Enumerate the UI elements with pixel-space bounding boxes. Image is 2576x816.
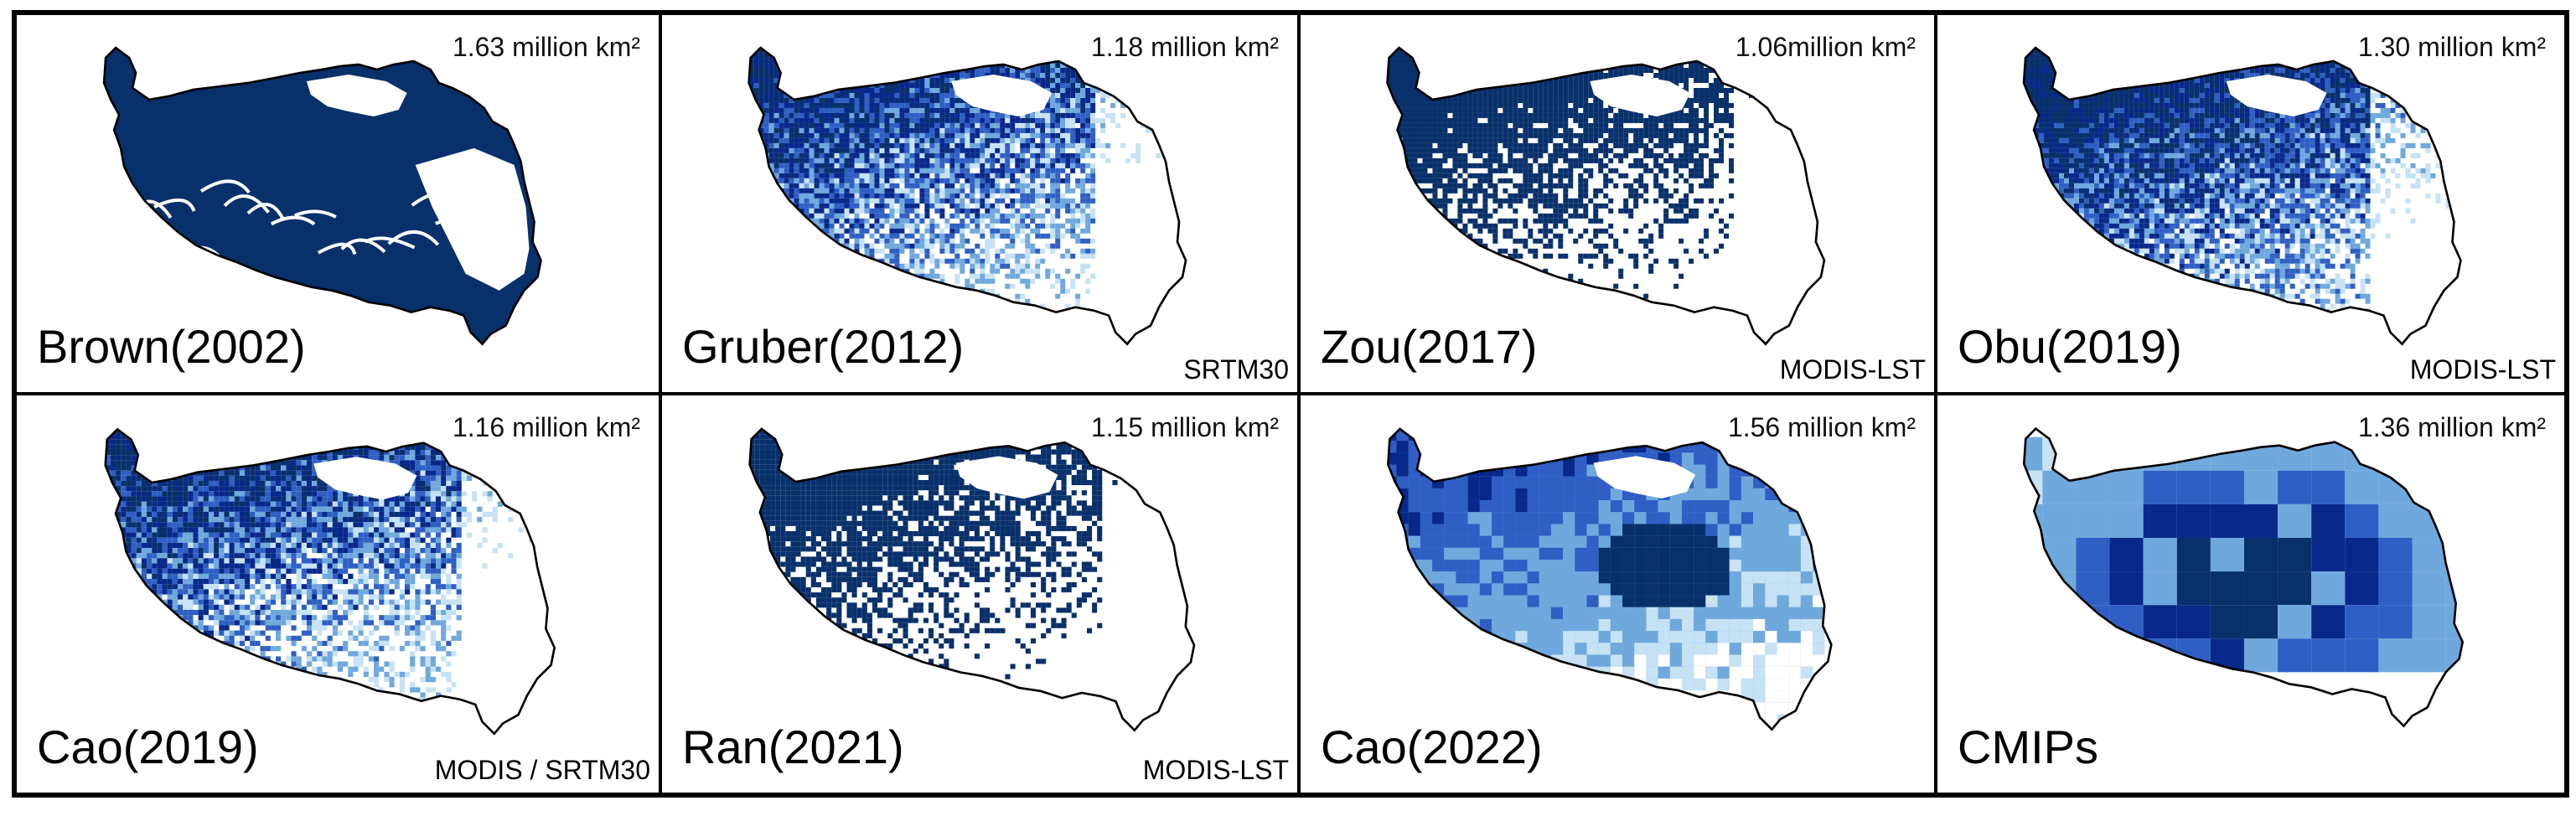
plateau-map-layer [104, 427, 556, 736]
permafrost-map [102, 46, 542, 346]
plateau-map-layer [748, 427, 1196, 732]
plateau-outline [2022, 426, 2465, 728]
panel-cao-2022: 1.56 million km² Cao(2022) [1299, 394, 1936, 794]
data-source-label: MODIS-LST [2409, 354, 2556, 385]
panel-obu-2019: 1.30 million km² Obu(2019) MODIS-LST [1936, 13, 2566, 394]
data-source-label: MODIS-LST [1779, 354, 1926, 385]
permafrost-area-label: 1.06million km² [1735, 32, 1916, 62]
plateau-outline [1386, 46, 1826, 346]
permafrost-map [104, 427, 556, 736]
plateau-outline [2022, 46, 2462, 346]
plateau-map-layer [2022, 46, 2462, 346]
dataset-name-label: Brown(2002) [37, 320, 306, 373]
panel-zou-2017: 1.06million km² Zou(2017) MODIS-LST [1299, 13, 1936, 394]
permafrost-area-label: 1.36 million km² [2357, 412, 2546, 442]
plateau-outline [747, 46, 1187, 346]
panel-gruber-2012: 1.18 million km² Gruber(2012) SRTM30 [660, 13, 1299, 394]
dataset-name-label: Ran(2021) [682, 720, 904, 773]
permafrost-map [1387, 427, 1833, 731]
dataset-name-label: CMIPs [1958, 720, 2098, 773]
permafrost-map [747, 46, 1187, 346]
permafrost-area-label: 1.30 million km² [2357, 32, 2546, 62]
plateau-outline [102, 46, 542, 346]
plateau-map-layer [2022, 426, 2465, 728]
data-source-label: SRTM30 [1183, 354, 1289, 385]
plateau-outline [104, 427, 556, 736]
permafrost-map [2022, 426, 2465, 728]
map-panel-grid: 1.63 million km² Brown(2002) 1.18 millio… [12, 10, 2569, 798]
permafrost-area-label: 1.18 million km² [1090, 32, 1279, 62]
dataset-name-label: Gruber(2012) [682, 320, 965, 373]
plateau-outline [1387, 427, 1833, 731]
panel-ran-2021: 1.15 million km² Ran(2021) MODIS-LST [660, 394, 1299, 794]
permafrost-area-label: 1.56 million km² [1727, 412, 1916, 442]
permafrost-area-label: 1.15 million km² [1090, 412, 1279, 442]
plateau-outline [748, 427, 1196, 732]
data-source-label: MODIS / SRTM30 [434, 755, 650, 785]
dataset-name-label: Zou(2017) [1321, 320, 1538, 373]
permafrost-map [748, 427, 1196, 732]
dataset-name-label: Cao(2019) [37, 720, 259, 773]
panel-brown-2002: 1.63 million km² Brown(2002) [15, 13, 660, 394]
plateau-map-layer [102, 46, 542, 346]
permafrost-map [2022, 46, 2462, 346]
permafrost-map [1386, 46, 1826, 346]
permafrost-area-label: 1.63 million km² [452, 32, 640, 62]
panel-cao-2019: 1.16 million km² Cao(2019) MODIS / SRTM3… [15, 394, 660, 794]
dataset-name-label: Obu(2019) [1958, 320, 2182, 373]
permafrost-area-label: 1.16 million km² [452, 412, 640, 442]
dataset-name-label: Cao(2022) [1321, 720, 1543, 773]
plateau-map-layer [747, 46, 1187, 346]
data-source-label: MODIS-LST [1142, 755, 1289, 785]
plateau-map-layer [1387, 427, 1833, 731]
plateau-map-layer [1386, 46, 1826, 346]
panel-cmips: 1.36 million km² CMIPs [1936, 394, 2566, 794]
